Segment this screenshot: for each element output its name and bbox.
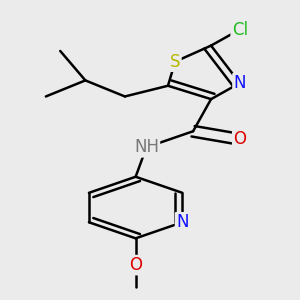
Text: O: O xyxy=(233,130,246,148)
Text: NH: NH xyxy=(134,138,159,156)
Text: N: N xyxy=(176,213,189,231)
Text: S: S xyxy=(170,53,180,71)
Text: N: N xyxy=(233,74,246,92)
Text: O: O xyxy=(129,256,142,274)
Text: Cl: Cl xyxy=(232,20,248,38)
